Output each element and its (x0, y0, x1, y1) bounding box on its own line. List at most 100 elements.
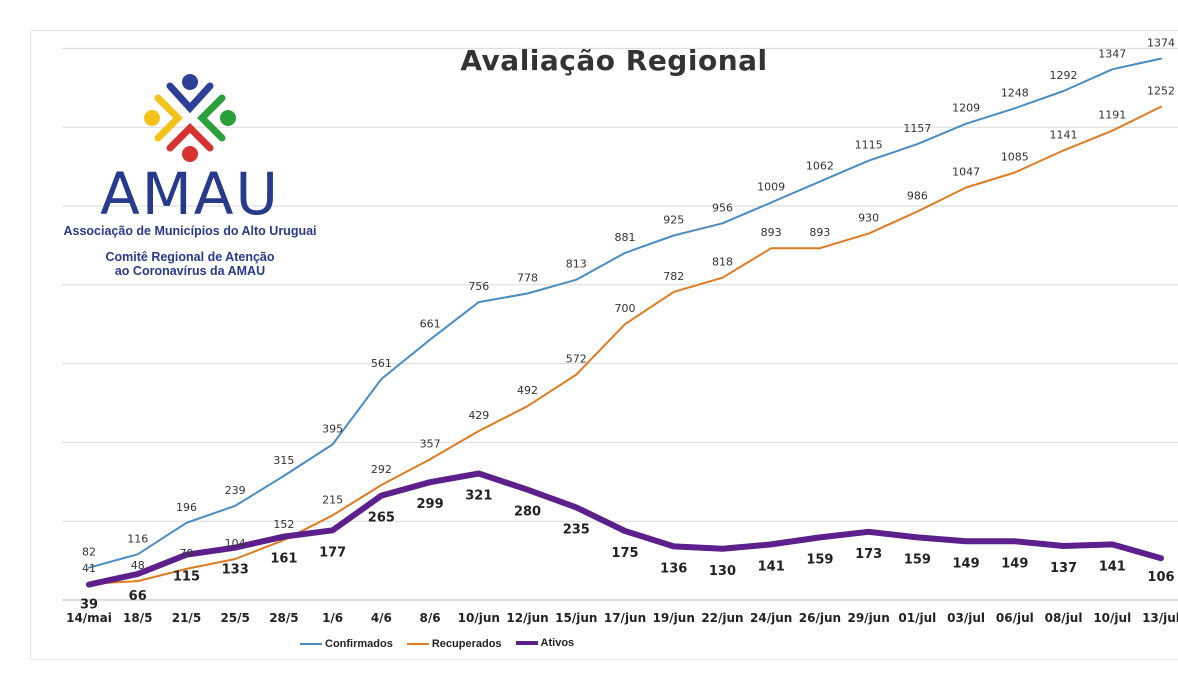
legend-label: Confirmados (325, 638, 393, 650)
data-label-confirmados: 561 (371, 357, 392, 370)
data-label-confirmados: 1209 (952, 102, 980, 115)
x-tick-label: 29/jun (847, 611, 889, 625)
data-label-ativos: 133 (222, 563, 249, 578)
logo-committee-line1: Comitê Regional de Atenção (105, 250, 275, 264)
logo-name: AMAU (100, 160, 280, 228)
x-tick-label: 19/jun (653, 611, 695, 625)
data-label-confirmados: 1347 (1098, 47, 1126, 60)
data-label-recuperados: 930 (858, 212, 879, 225)
series-line-ativos (86, 470, 1164, 588)
data-label-ativos: 137 (1050, 561, 1077, 576)
data-label-ativos: 141 (758, 559, 785, 574)
data-label-confirmados: 239 (225, 484, 246, 497)
x-tick-label: 24/jun (750, 611, 792, 625)
data-label-recuperados: 1252 (1147, 85, 1175, 98)
x-tick-label: 10/jul (1093, 611, 1131, 625)
series-line-recuperados (88, 105, 1162, 585)
series-lines (86, 57, 1164, 588)
data-label-recuperados: 700 (615, 302, 636, 315)
logo-association: Associação de Municípios do Alto Uruguai (63, 224, 317, 238)
data-label-confirmados: 813 (566, 258, 587, 271)
x-tick-label: 22/jun (701, 611, 743, 625)
x-tick-label: 06/jul (996, 611, 1034, 625)
data-label-recuperados: 79 (179, 547, 193, 560)
data-label-recuperados: 782 (663, 270, 684, 283)
legend-label: Ativos (540, 637, 575, 649)
x-tick-label: 25/5 (220, 611, 249, 625)
data-label-confirmados: 1009 (757, 180, 785, 193)
x-tick-label: 18/5 (123, 611, 152, 625)
series-line-confirmados (88, 57, 1162, 569)
data-label-confirmados: 756 (468, 280, 489, 293)
data-label-confirmados: 1248 (1001, 86, 1029, 99)
data-label-confirmados: 881 (615, 231, 636, 244)
data-label-recuperados: 1085 (1001, 151, 1029, 164)
data-label-confirmados: 661 (420, 318, 441, 331)
amau-logo: AMAU Associação de Municípios do Alto Ur… (60, 68, 320, 288)
x-tick-label: 17/jun (604, 611, 646, 625)
data-label-recuperados: 986 (907, 190, 928, 203)
x-tick-label: 14/mai (66, 611, 112, 625)
chart-title: Avaliação Regional (460, 44, 768, 77)
gridlines (62, 47, 1178, 601)
data-label-ativos: 130 (709, 564, 736, 579)
data-label-ativos: 321 (465, 489, 492, 504)
x-tick-label: 26/jun (799, 611, 841, 625)
x-tick-label: 8/6 (420, 611, 441, 625)
data-label-ativos: 177 (319, 545, 346, 560)
x-tick-label: 13/jul (1142, 611, 1178, 625)
data-label-confirmados: 1157 (903, 122, 931, 135)
data-label-recuperados: 48 (131, 559, 145, 572)
data-label-confirmados: 1374 (1147, 37, 1175, 50)
data-label-recuperados: 215 (322, 493, 343, 506)
data-label-confirmados: 925 (663, 214, 684, 227)
data-label-recuperados: 893 (761, 226, 782, 239)
x-tick-label: 08/jul (1045, 611, 1083, 625)
chart-legend: Confirmados Recuperados Ativos (300, 636, 588, 650)
logo-mark-icon (144, 74, 236, 162)
data-label-confirmados: 778 (517, 271, 538, 284)
data-label-confirmados: 956 (712, 201, 733, 214)
data-label-confirmados: 1292 (1050, 69, 1078, 82)
logo-committee-line2: ao Coronavírus da AMAU (114, 264, 266, 278)
data-label-recuperados: 492 (517, 384, 538, 397)
legend-item-confirmados: Confirmados (300, 638, 393, 650)
data-label-confirmados: 1115 (855, 139, 883, 152)
legend-swatch (406, 643, 429, 645)
x-tick-label: 1/6 (322, 611, 343, 625)
data-label-ativos: 106 (1147, 570, 1174, 585)
data-label-ativos: 173 (855, 547, 882, 562)
data-label-recuperados: 429 (468, 409, 489, 422)
data-label-recuperados: 572 (566, 353, 587, 366)
data-label-ativos: 39 (80, 598, 98, 613)
data-label-ativos: 149 (1001, 556, 1028, 571)
data-label-ativos: 141 (1099, 559, 1126, 574)
data-label-confirmados: 1062 (806, 160, 834, 173)
data-label-ativos: 149 (953, 556, 980, 571)
x-tick-label: 01/jul (898, 611, 936, 625)
legend-swatch (300, 643, 322, 645)
data-label-recuperados: 1191 (1098, 109, 1126, 122)
data-label-recuperados: 292 (371, 463, 392, 476)
data-label-ativos: 175 (611, 546, 638, 561)
data-label-ativos: 161 (270, 552, 297, 567)
data-label-confirmados: 116 (127, 532, 148, 545)
data-labels: 82 116 196 239 315 395 561 661 756 778 813 881 925 95… (80, 37, 1175, 613)
data-label-recuperados: 152 (273, 518, 294, 531)
legend-swatch (515, 641, 538, 645)
data-label-ativos: 280 (514, 505, 541, 520)
legend-item-ativos: Ativos (515, 637, 575, 649)
data-label-recuperados: 357 (420, 437, 441, 450)
x-tick-label: 21/5 (172, 611, 201, 625)
legend-label: Recuperados (431, 638, 502, 650)
x-tick-label: 10/jun (458, 611, 500, 625)
x-tick-label: 03/jul (947, 611, 985, 625)
data-label-recuperados: 893 (809, 226, 830, 239)
data-label-ativos: 136 (660, 561, 687, 576)
x-tick-label: 12/jun (506, 611, 548, 625)
logo-committee: Comitê Regional de Atenção ao Coronavíru… (60, 250, 320, 278)
data-label-confirmados: 82 (82, 546, 96, 559)
data-label-recuperados: 41 (82, 562, 96, 575)
x-axis: 14/mai 18/5 21/5 25/5 28/5 1/6 4/6 8/6 10/jun 12/… (66, 611, 1178, 625)
